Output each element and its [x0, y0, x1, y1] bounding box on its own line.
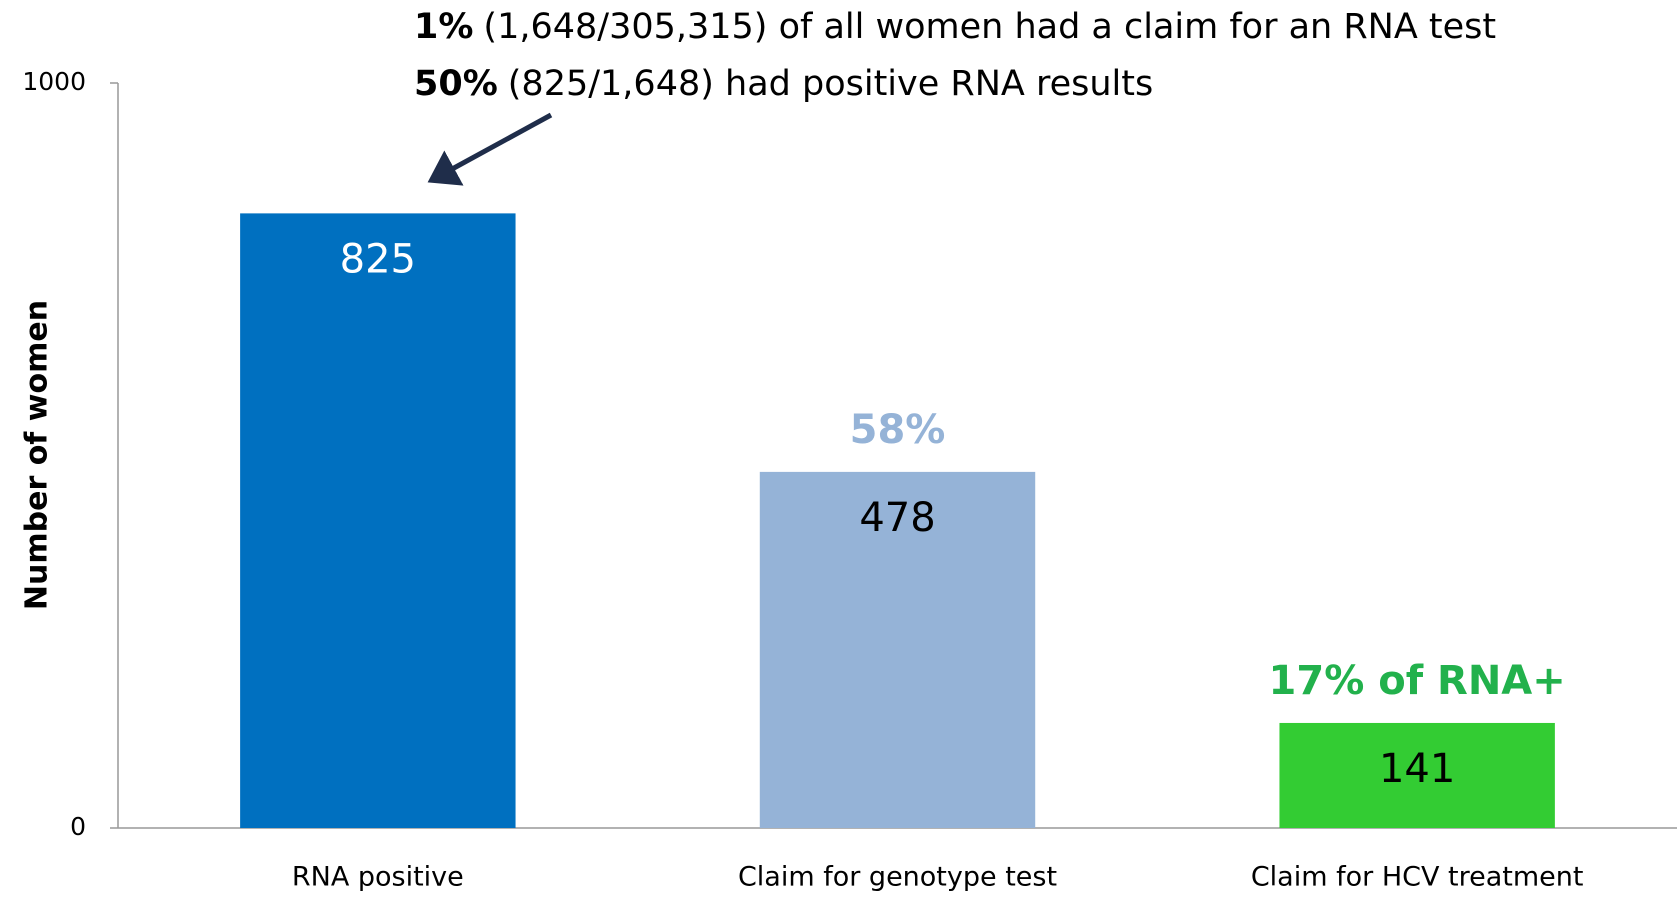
x-tick-label: Claim for genotype test — [738, 862, 1057, 893]
percent-label: 17% of RNA+ — [1269, 658, 1566, 704]
annotation-text: (825/1,648) had positive RNA results — [508, 64, 1153, 104]
bar — [1279, 722, 1555, 828]
annotation-text: (1,648/305,315) of all women had a claim… — [483, 7, 1496, 47]
annotation-bold: 50% — [414, 64, 498, 104]
y-tick-label: 1000 — [22, 67, 86, 96]
annotation-arrow — [427, 112, 553, 186]
annotation: 1% (1,648/305,315) of all women had a cla… — [414, 7, 1496, 47]
x-tick-label: RNA positive — [292, 862, 464, 893]
x-tick-label: Claim for HCV treatment — [1251, 862, 1584, 893]
data-label: 141 — [1379, 746, 1455, 792]
annotation-bold: 1% — [414, 7, 473, 47]
data-label: 825 — [340, 236, 416, 282]
y-tick-label: 0 — [70, 812, 86, 841]
y-axis-label: Number of women — [20, 300, 55, 610]
percent-label: 58% — [850, 407, 946, 453]
bar — [759, 471, 1036, 828]
annotation: 50% (825/1,648) had positive RNA results — [414, 64, 1153, 104]
bar — [240, 213, 516, 828]
data-label: 478 — [859, 495, 935, 541]
